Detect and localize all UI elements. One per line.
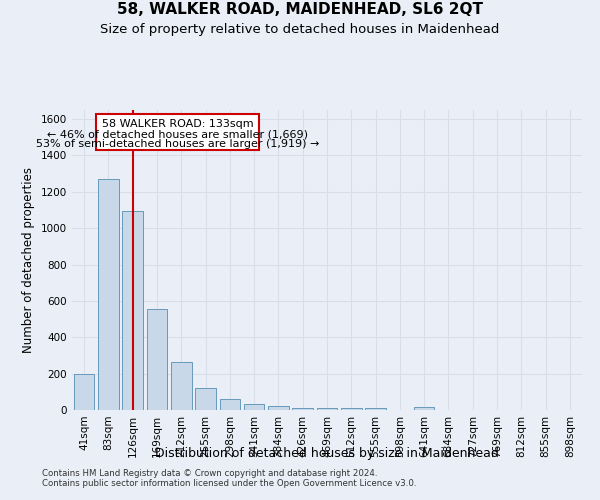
Text: 53% of semi-detached houses are larger (1,919) →: 53% of semi-detached houses are larger (… [36, 139, 319, 149]
Text: ← 46% of detached houses are smaller (1,669): ← 46% of detached houses are smaller (1,… [47, 129, 308, 139]
Bar [195, 388, 216, 410]
Text: 58 WALKER ROAD: 133sqm: 58 WALKER ROAD: 133sqm [102, 119, 253, 129]
Bar [98, 179, 119, 410]
Bar [365, 408, 386, 410]
Bar [268, 406, 289, 410]
Bar [220, 400, 240, 410]
Bar [244, 404, 265, 410]
Text: 58, WALKER ROAD, MAIDENHEAD, SL6 2QT: 58, WALKER ROAD, MAIDENHEAD, SL6 2QT [117, 2, 483, 18]
Bar [292, 408, 313, 410]
Bar [122, 211, 143, 410]
Bar [146, 309, 167, 410]
Bar [341, 408, 362, 410]
Bar [414, 406, 434, 410]
Text: Size of property relative to detached houses in Maidenhead: Size of property relative to detached ho… [100, 22, 500, 36]
FancyBboxPatch shape [96, 114, 259, 150]
Y-axis label: Number of detached properties: Number of detached properties [22, 167, 35, 353]
Bar [74, 374, 94, 410]
Text: Distribution of detached houses by size in Maidenhead: Distribution of detached houses by size … [155, 448, 499, 460]
Bar [317, 408, 337, 410]
Text: Contains public sector information licensed under the Open Government Licence v3: Contains public sector information licen… [42, 478, 416, 488]
Text: Contains HM Land Registry data © Crown copyright and database right 2024.: Contains HM Land Registry data © Crown c… [42, 468, 377, 477]
Bar [171, 362, 191, 410]
